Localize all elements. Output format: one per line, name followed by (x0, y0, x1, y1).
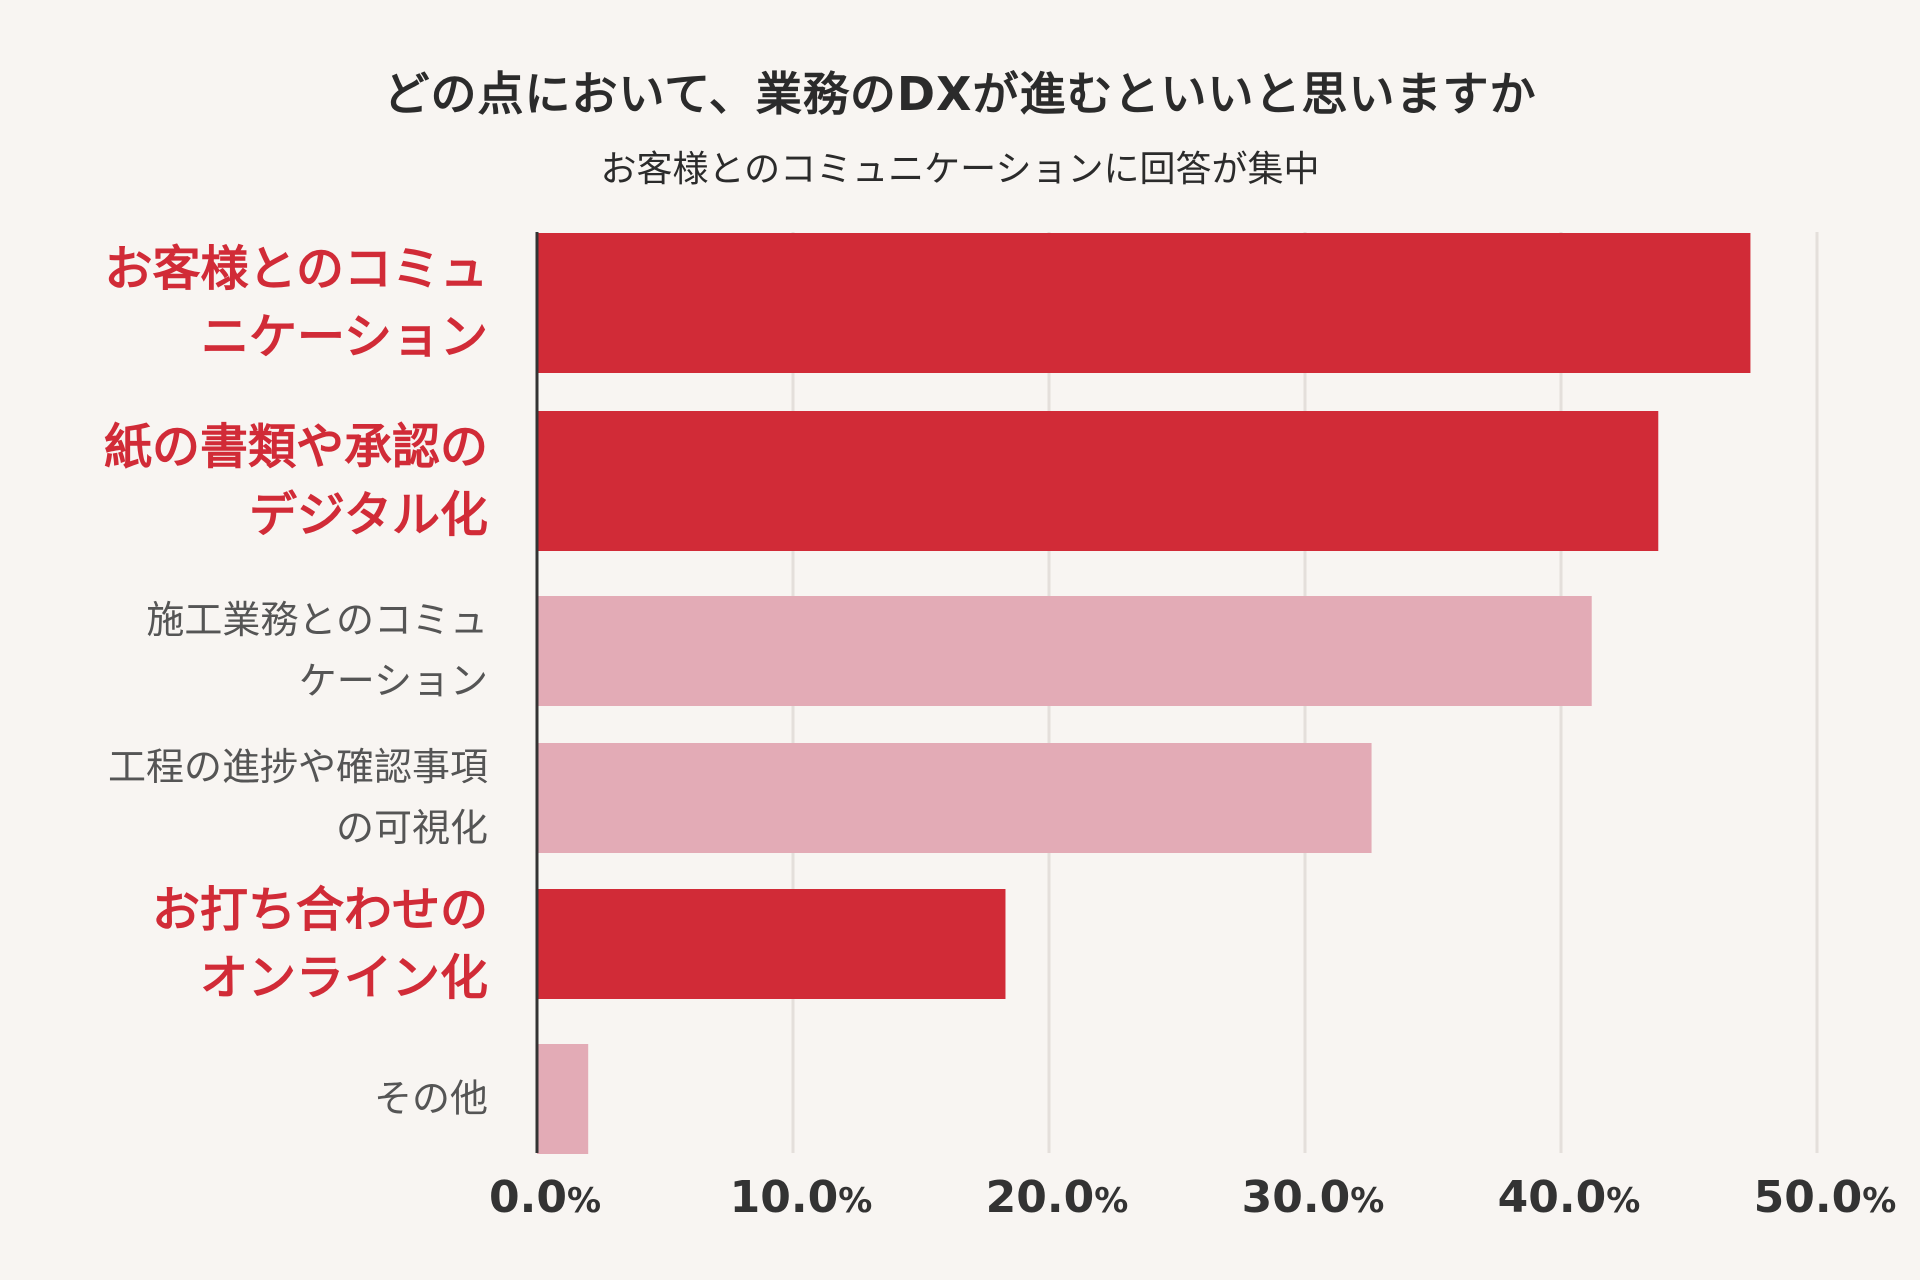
bar-0 (537, 233, 1751, 373)
bar-3 (537, 743, 1372, 853)
x-tick-label-1: 10.0% (729, 1172, 873, 1223)
category-label-0: お客様とのコミュ ニケーション (104, 241, 488, 365)
chart-title: どの点において、業務のDXが進むといいと思いますか (383, 67, 1537, 121)
x-tick-label-3: 30.0% (1241, 1172, 1385, 1223)
bar-5 (537, 1044, 589, 1154)
x-tick-label-5: 50.0% (1753, 1172, 1897, 1223)
category-label-2: 施工業務とのコミュ ケーション (146, 598, 488, 703)
x-tick-label-0: 0.0% (488, 1172, 602, 1223)
category-label-3: 工程の進捗や確認事項 の可視化 (107, 745, 488, 850)
chart-subtitle: お客様とのコミュニケーションに回答が集中 (600, 149, 1320, 190)
bar-2 (537, 596, 1592, 706)
bar-1 (537, 411, 1659, 551)
category-label-1: 紙の書類や承認の デジタル化 (103, 419, 488, 543)
x-tick-label-2: 20.0% (985, 1172, 1129, 1223)
category-label-4: お打ち合わせの オンライン化 (151, 882, 488, 1006)
category-label-5: その他 (373, 1076, 488, 1121)
bar-4 (537, 889, 1006, 999)
x-tick-label-4: 40.0% (1497, 1172, 1641, 1223)
